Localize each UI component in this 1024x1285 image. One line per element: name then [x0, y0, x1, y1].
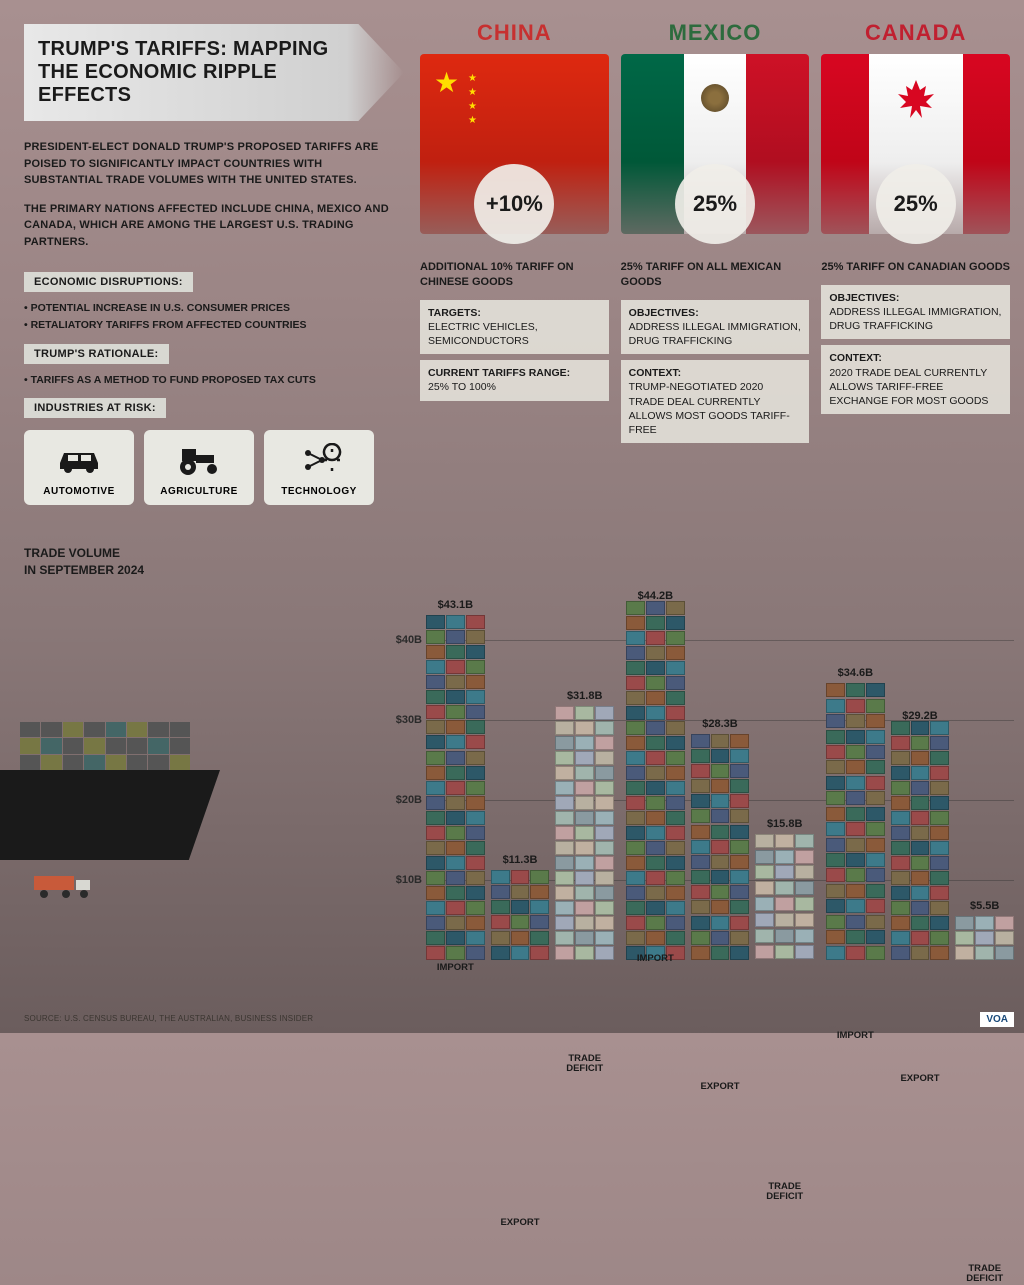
- info-row: CURRENT TARIFFS RANGE:25% TO 100%: [420, 360, 609, 400]
- bar-label: EXPORT: [491, 1218, 550, 1228]
- bar-import: $44.2B IMPORT: [626, 590, 685, 960]
- industry-row: AUTOMOTIVE AGRICULTURE TECHNOLOGY: [24, 430, 404, 505]
- bullets-rationale: • TARIFFS AS A METHOD TO FUND PROPOSED T…: [24, 372, 404, 389]
- bar-label: EXPORT: [691, 1082, 750, 1092]
- bar-export: $29.2B EXPORT: [891, 710, 950, 960]
- chart-group-0: $43.1B IMPORT $11.3B EXPORT $31.8B TRADE…: [426, 600, 614, 960]
- info-main: ADDITIONAL 10% TARIFF ON CHINESE GOODS: [420, 260, 609, 290]
- intro-p1: PRESIDENT-ELECT DONALD TRUMP'S PROPOSED …: [24, 139, 404, 189]
- info-block: 25% TARIFF ON CANADIAN GOODS OBJECTIVES:…: [821, 260, 1010, 420]
- main-title: TRUMP'S TARIFFS: MAPPING THE ECONOMIC RI…: [38, 38, 364, 107]
- bar-label: EXPORT: [891, 1074, 950, 1084]
- label-industries: INDUSTRIES AT RISK:: [24, 398, 166, 418]
- bar-label: TRADEDEFICIT: [755, 1182, 814, 1203]
- bar-value: $15.8B: [767, 818, 802, 830]
- info-main: 25% TARIFF ON CANADIAN GOODS: [821, 260, 1010, 275]
- bar-stack: [826, 683, 885, 960]
- info-row: OBJECTIVES:ADDRESS ILLEGAL IMMIGRATION, …: [621, 300, 810, 355]
- info-row: CONTEXT:TRUMP-NEGOTIATED 2020 TRADE DEAL…: [621, 360, 810, 443]
- chart-area: $10B $20B $30B $40B $43.1B IMPORT $11.3B EX…: [380, 600, 1014, 1000]
- tariff-badge: 25%: [675, 164, 755, 244]
- bar-label: IMPORT: [626, 954, 685, 964]
- trade-volume-label: TRADE VOLUMEIN SEPTEMBER 2024: [24, 545, 404, 579]
- industry-technology: TECHNOLOGY: [264, 430, 374, 505]
- title-arrow: TRUMP'S TARIFFS: MAPPING THE ECONOMIC RI…: [24, 24, 404, 121]
- voa-logo: VOA: [980, 1012, 1014, 1027]
- info-row: TARGETS:ELECTRIC VEHICLES, SEMICONDUCTOR…: [420, 300, 609, 355]
- bar-value: $11.3B: [503, 854, 538, 866]
- bar-value: $28.3B: [702, 718, 737, 730]
- bar-stack: [555, 706, 614, 960]
- info-row: OBJECTIVES:ADDRESS ILLEGAL IMMIGRATION, …: [821, 285, 1010, 340]
- tariff-badge: +10%: [474, 164, 554, 244]
- bar-stack: [626, 606, 685, 960]
- info-row: CONTEXT:2020 TRADE DEAL CURRENTLY ALLOWS…: [821, 345, 1010, 414]
- y-tick: $20B: [396, 794, 422, 806]
- industry-automotive: AUTOMOTIVE: [24, 430, 134, 505]
- bar-trade-deficit: $5.5B TRADEDEFICIT: [955, 900, 1014, 960]
- bar-label: IMPORT: [426, 963, 485, 973]
- bar-label: TRADEDEFICIT: [955, 1264, 1014, 1285]
- bar-value: $5.5B: [970, 900, 999, 912]
- bar-stack: [755, 834, 814, 960]
- tariff-badge: 25%: [876, 164, 956, 244]
- bar-stack: [891, 726, 950, 960]
- bar-value: $34.6B: [838, 667, 873, 679]
- country-china: CHINA +10% ADDITIONAL 10% TARIFF ON CHIN…: [420, 20, 609, 449]
- source-text: SOURCE: U.S. CENSUS BUREAU, THE AUSTRALI…: [24, 1014, 313, 1023]
- y-tick: $10B: [396, 874, 422, 886]
- label-rationale: TRUMP'S RATIONALE:: [24, 344, 169, 364]
- country-mexico: MEXICO 25% 25% TARIFF ON ALL MEXICAN GOO…: [621, 20, 810, 449]
- bar-trade-deficit: $15.8B TRADEDEFICIT: [755, 818, 814, 960]
- bar-stack: [691, 734, 750, 960]
- country-name: CHINA: [420, 20, 609, 46]
- bar-stack: [426, 615, 485, 960]
- bar-label: TRADEDEFICIT: [555, 1054, 614, 1075]
- bar-import: $43.1B IMPORT: [426, 599, 485, 960]
- y-tick: $30B: [396, 714, 422, 726]
- car-icon: [32, 438, 126, 482]
- bar-value: $43.1B: [438, 599, 473, 611]
- intro-text: PRESIDENT-ELECT DONALD TRUMP'S PROPOSED …: [24, 139, 404, 250]
- info-main: 25% TARIFF ON ALL MEXICAN GOODS: [621, 260, 810, 290]
- y-axis: $10B $20B $30B $40B: [380, 600, 426, 960]
- bar-value: $31.8B: [567, 690, 602, 702]
- label-disruptions: ECONOMIC DISRUPTIONS:: [24, 272, 193, 292]
- bar-export: $28.3B EXPORT: [691, 718, 750, 960]
- country-name: MEXICO: [621, 20, 810, 46]
- country-name: CANADA: [821, 20, 1010, 46]
- industry-agriculture: AGRICULTURE: [144, 430, 254, 505]
- bar-export: $11.3B EXPORT: [491, 854, 550, 960]
- y-tick: $40B: [396, 634, 422, 646]
- bar-trade-deficit: $31.8B TRADEDEFICIT: [555, 690, 614, 960]
- bullets-disruptions: • POTENTIAL INCREASE IN U.S. CONSUMER PR…: [24, 300, 404, 334]
- truck-icon: [30, 870, 110, 900]
- country-canada: CANADA 25% 25% TARIFF ON CANADIAN GOODS …: [821, 20, 1010, 449]
- ship-graphic: [0, 720, 250, 900]
- country-columns: CHINA +10% ADDITIONAL 10% TARIFF ON CHIN…: [420, 20, 1010, 449]
- chart-bars: $43.1B IMPORT $11.3B EXPORT $31.8B TRADE…: [426, 600, 1014, 980]
- chart-group-1: $44.2B IMPORT $28.3B EXPORT $15.8B TRADE…: [626, 600, 814, 960]
- chart-group-2: $34.6B IMPORT $29.2B EXPORT $5.5B TRADED…: [826, 600, 1014, 960]
- intro-p2: THE PRIMARY NATIONS AFFECTED INCLUDE CHI…: [24, 201, 404, 251]
- bar-stack: [955, 916, 1014, 960]
- tractor-icon: [152, 438, 246, 482]
- info-block: 25% TARIFF ON ALL MEXICAN GOODS OBJECTIV…: [621, 260, 810, 449]
- bar-import: $34.6B IMPORT: [826, 667, 885, 960]
- bar-stack: [491, 870, 550, 960]
- info-block: ADDITIONAL 10% TARIFF ON CHINESE GOODS T…: [420, 260, 609, 407]
- tech-icon: [272, 438, 366, 482]
